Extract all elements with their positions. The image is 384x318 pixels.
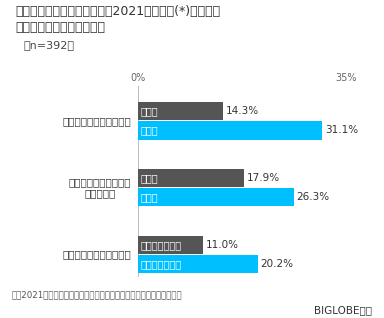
Bar [138, 188, 294, 206]
Text: 減った: 減った [141, 106, 158, 116]
Text: 31.1%: 31.1% [325, 125, 358, 135]
Text: 増した: 増した [141, 173, 158, 183]
Text: ワクチン接種に対する意識で2021年初め頃(*)と比べて: ワクチン接種に対する意識で2021年初め頃(*)と比べて [15, 5, 220, 18]
Text: 14.3%: 14.3% [225, 106, 258, 116]
Text: 20.2%: 20.2% [260, 259, 293, 269]
Text: 変化したこと（複数回答）: 変化したこと（複数回答） [15, 21, 105, 34]
Bar [138, 236, 204, 254]
Text: BIGLOBE調べ: BIGLOBE調べ [314, 305, 372, 315]
Bar [138, 169, 244, 187]
Text: 17.9%: 17.9% [247, 173, 280, 183]
Bar [138, 121, 323, 140]
Text: 積極的になった: 積極的になった [141, 259, 182, 269]
Text: ＊：2021年度初め頃は、新型コロナワクチンの接種が開始された時期: ＊：2021年度初め頃は、新型コロナワクチンの接種が開始された時期 [12, 290, 182, 299]
Text: 減った: 減った [141, 192, 158, 202]
Bar [138, 102, 223, 120]
Text: 増した: 増した [141, 125, 158, 135]
Bar [138, 255, 258, 273]
Text: 26.3%: 26.3% [296, 192, 329, 202]
Text: ワクチン接種への積極性: ワクチン接種への積極性 [62, 249, 131, 259]
Text: ワクチン接種効果の安心: ワクチン接種効果の安心 [62, 116, 131, 126]
Text: 消極的になった: 消極的になった [141, 240, 182, 250]
Text: 11.0%: 11.0% [206, 240, 239, 250]
Text: ワクチン接種に対する
不安・恐怖: ワクチン接種に対する 不安・恐怖 [69, 177, 131, 198]
Text: （n=392）: （n=392） [23, 40, 74, 50]
